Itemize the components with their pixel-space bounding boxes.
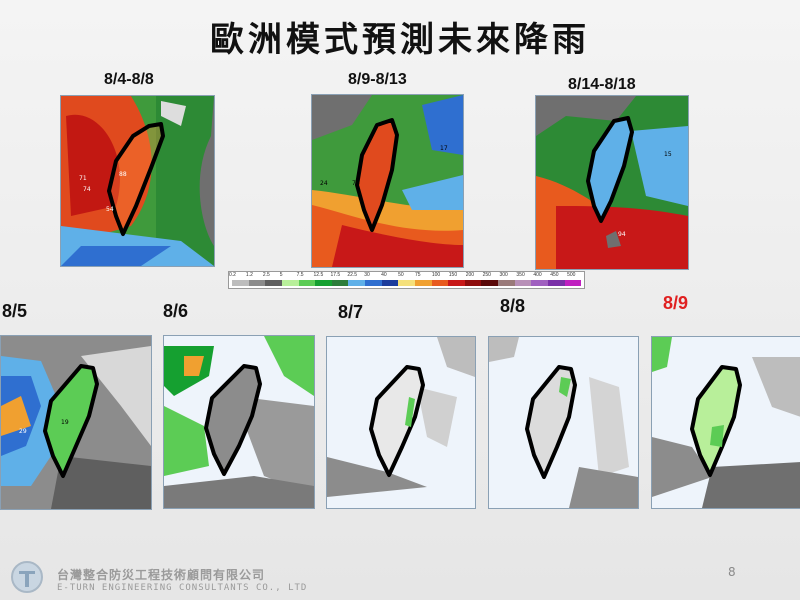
company-name-cn: 台灣整合防災工程技術顧問有限公司	[57, 568, 266, 582]
legend-tick: 17.5	[330, 272, 341, 278]
page-number: 8	[728, 565, 736, 579]
legend-swatches	[232, 280, 582, 286]
day-label-4: 8/8	[500, 296, 526, 316]
day-map-5	[651, 336, 800, 509]
company-logo-icon	[11, 561, 43, 593]
legend-swatch	[348, 280, 365, 286]
legend-tick: 450	[550, 272, 559, 278]
legend-swatch	[564, 280, 582, 286]
day-label-1: 8/5	[2, 301, 28, 321]
rainfall-legend: 0.2 1.2 2.5 5 7.5 12.5 17.5 22.5 30 40 50 75 100 150 2…	[228, 271, 585, 289]
legend-tick: 2.5	[262, 272, 270, 278]
day-map-1: 29 19	[0, 335, 152, 510]
legend-tick: 1.2	[245, 272, 253, 278]
period-map-1: 71 74 88 54	[60, 95, 215, 267]
day-map-2	[163, 335, 315, 509]
legend-tick: 250	[482, 272, 491, 278]
day-map-4	[488, 336, 639, 509]
legend-tick: 400	[533, 272, 542, 278]
legend-ticks: 0.2 1.2 2.5 5 7.5 12.5 17.5 22.5 30 40 50 75 100 150 2…	[229, 272, 584, 279]
legend-tick: 7.5	[296, 272, 304, 278]
legend-tick: 0.2	[229, 272, 236, 278]
station-value: 94	[618, 231, 626, 238]
station-value: 71	[79, 175, 87, 182]
legend-swatch	[481, 280, 498, 286]
legend-swatch	[298, 280, 316, 286]
legend-tick: 300	[499, 272, 508, 278]
station-value: 74	[83, 186, 91, 193]
day-label-5: 8/9	[663, 293, 689, 313]
day-label-2: 8/6	[163, 301, 189, 321]
legend-swatch	[232, 280, 249, 286]
legend-tick: 5	[279, 272, 283, 278]
station-value: 88	[119, 171, 127, 178]
legend-tick: 22.5	[347, 272, 358, 278]
company-name-en: E-TURN ENGINEERING CONSULTANTS CO., LTD	[57, 583, 308, 593]
period-map-3: 15 94	[535, 95, 689, 270]
legend-swatch	[315, 280, 332, 286]
legend-tick: 500	[567, 272, 576, 278]
legend-tick: 150	[448, 272, 458, 278]
legend-tick: 200	[465, 272, 475, 278]
legend-tick: 12.5	[313, 272, 324, 278]
legend-tick: 40	[381, 272, 387, 278]
legend-swatch	[381, 280, 399, 286]
day-map-3	[326, 336, 476, 509]
legend-swatch	[331, 280, 349, 286]
legend-swatch	[448, 280, 465, 286]
legend-swatch	[547, 280, 565, 286]
legend-swatch	[281, 280, 299, 286]
station-value: 78	[352, 180, 360, 187]
legend-swatch	[248, 280, 266, 286]
station-value: 19	[61, 419, 69, 426]
legend-tick: 50	[398, 272, 404, 278]
legend-tick: 100	[431, 272, 441, 278]
legend-swatch	[514, 280, 532, 286]
legend-tick: 350	[516, 272, 525, 278]
legend-swatch	[431, 280, 449, 286]
station-value: 29	[19, 428, 27, 435]
period-label-2: 8/9-8/13	[348, 71, 407, 88]
legend-swatch	[398, 280, 415, 286]
station-value: 24	[320, 180, 328, 187]
legend-swatch	[365, 280, 382, 286]
period-map-2: 24 17 78	[311, 94, 464, 268]
legend-swatch	[464, 280, 482, 286]
legend-swatch	[531, 280, 548, 286]
slide-title: 歐洲模式預測未來降雨	[210, 20, 590, 60]
legend-swatch	[265, 280, 282, 286]
station-value: 17	[440, 145, 448, 152]
period-label-3: 8/14-8/18	[568, 76, 636, 93]
legend-tick: 30	[364, 272, 370, 278]
day-label-3: 8/7	[338, 302, 364, 322]
legend-swatch	[414, 280, 432, 286]
station-value: 15	[664, 151, 672, 158]
legend-tick: 75	[414, 272, 421, 278]
legend-swatch	[498, 280, 515, 286]
period-label-1: 8/4-8/8	[104, 71, 154, 88]
station-value: 54	[106, 206, 114, 213]
